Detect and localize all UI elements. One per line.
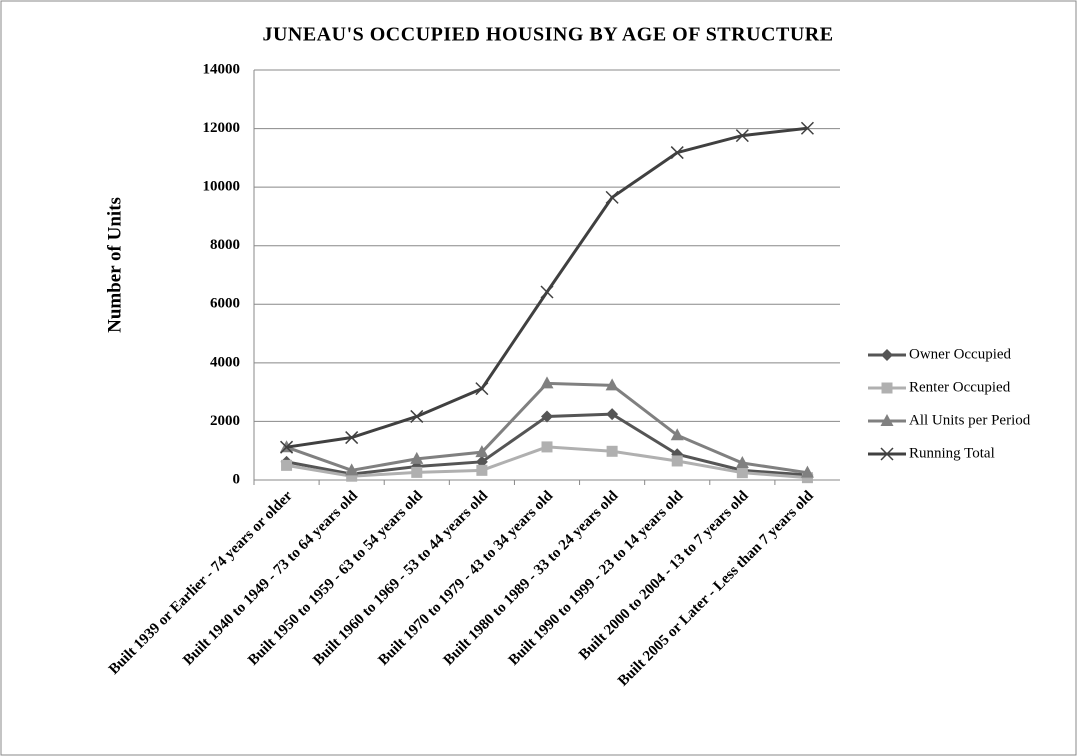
marker: [880, 447, 894, 461]
legend-label: All Units per Period: [909, 412, 1031, 428]
y-tick-label: 2000: [210, 413, 240, 429]
marker: [605, 190, 619, 204]
marker: [881, 349, 893, 361]
y-tick-label: 12000: [203, 120, 241, 136]
marker: [800, 121, 814, 135]
marker: [540, 285, 554, 299]
y-tick-label: 8000: [210, 237, 240, 253]
y-tick-label: 14000: [203, 61, 241, 77]
marker: [476, 464, 488, 476]
marker: [671, 455, 683, 467]
legend-label: Running Total: [909, 445, 995, 461]
marker: [605, 378, 619, 391]
marker: [880, 414, 894, 426]
marker: [280, 440, 294, 454]
marker: [735, 456, 749, 469]
legend-label: Owner Occupied: [909, 346, 1012, 362]
y-tick-label: 10000: [203, 179, 241, 195]
marker: [540, 376, 554, 389]
marker: [606, 445, 618, 457]
y-axis-label: Number of Units: [104, 197, 125, 333]
legend-label: Renter Occupied: [909, 379, 1011, 395]
marker: [281, 459, 293, 471]
legend-marker: [881, 349, 893, 361]
marker: [346, 470, 358, 482]
legend-marker: [880, 414, 894, 426]
marker: [410, 451, 424, 464]
y-tick-label: 4000: [210, 354, 240, 370]
marker: [541, 441, 553, 453]
marker: [345, 431, 359, 445]
y-tick-label: 0: [233, 471, 241, 487]
chart-title: JUNEAU'S OCCUPIED HOUSING BY AGE OF STRU…: [262, 24, 833, 46]
marker: [411, 466, 423, 478]
marker: [736, 467, 748, 479]
y-tick-label: 6000: [210, 296, 240, 312]
marker: [735, 129, 749, 143]
marker: [800, 465, 814, 478]
marker: [345, 463, 359, 476]
marker: [881, 382, 893, 394]
marker: [670, 428, 684, 441]
legend-marker: [881, 382, 893, 394]
marker: [606, 408, 619, 421]
marker: [670, 146, 684, 160]
marker: [410, 409, 424, 423]
marker: [475, 445, 489, 458]
legend-marker: [880, 447, 894, 461]
marker: [475, 382, 489, 396]
marker: [541, 410, 553, 423]
